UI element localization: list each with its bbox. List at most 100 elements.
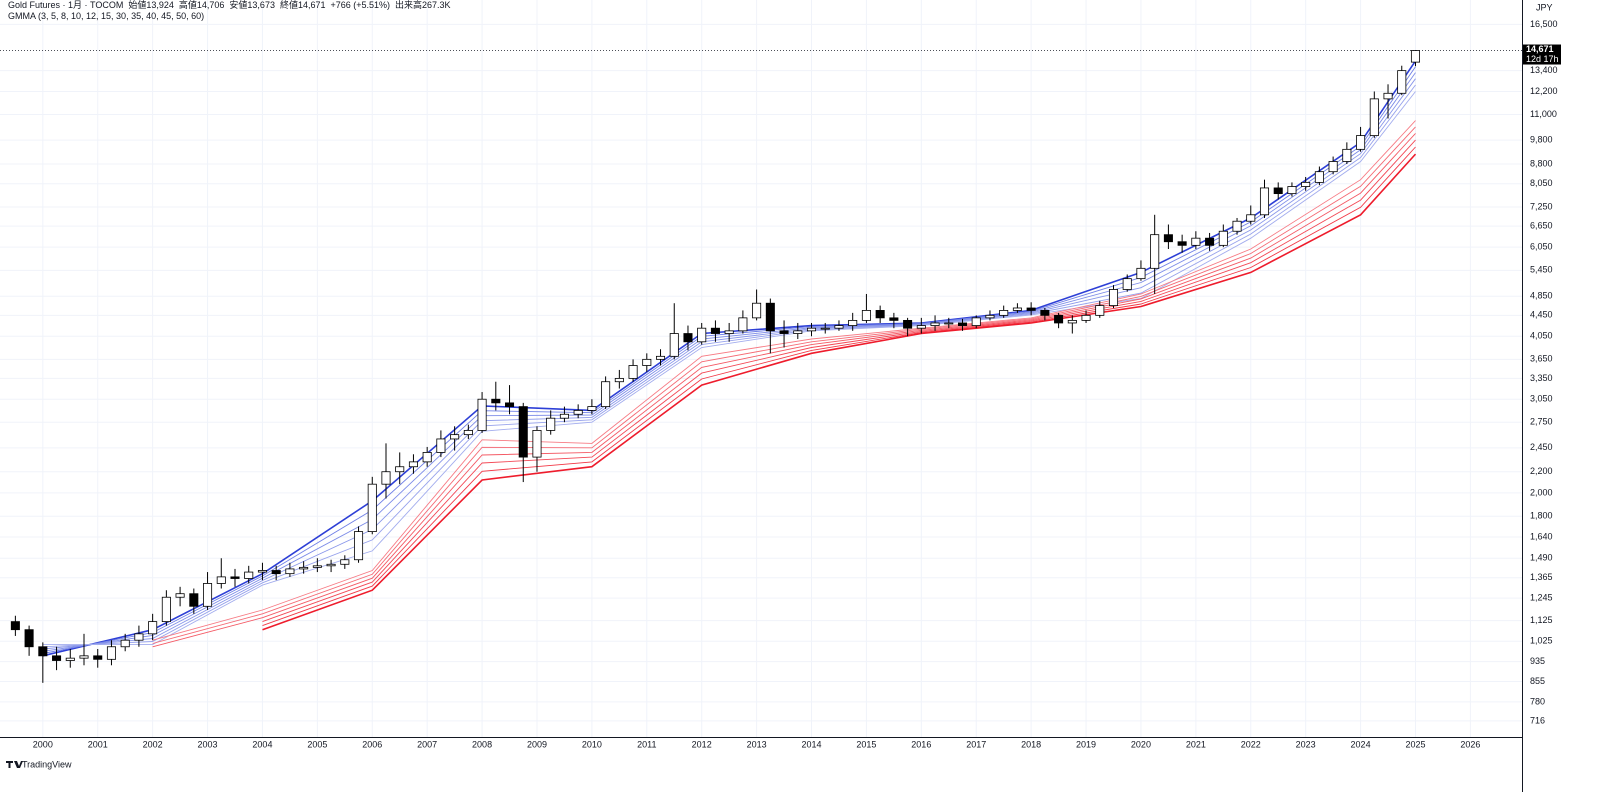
candle-body xyxy=(312,565,322,568)
candle-body xyxy=(230,576,240,579)
candle-body xyxy=(930,322,940,326)
candle-body xyxy=(971,317,981,326)
candle-body xyxy=(1177,241,1187,246)
candle-body xyxy=(889,317,899,321)
candle-body xyxy=(1205,237,1215,246)
legend-item: Gold Futures · 1月 · TOCOM xyxy=(8,0,124,10)
candle-body xyxy=(1410,50,1420,63)
candle-body xyxy=(752,302,762,319)
y-tick-label: 1,640 xyxy=(1530,531,1553,541)
x-tick-label: 2009 xyxy=(527,739,547,749)
y-tick-label: 3,050 xyxy=(1530,394,1553,404)
candle-body xyxy=(134,633,144,641)
candle-body xyxy=(52,655,62,661)
legend-item: 安値13,673 xyxy=(229,0,275,10)
candle-body xyxy=(834,325,844,329)
x-tick-label: 2003 xyxy=(198,739,218,749)
candle-body xyxy=(79,655,89,659)
candle-body xyxy=(697,327,707,343)
candle-body xyxy=(724,330,734,334)
x-tick-label: 2023 xyxy=(1296,739,1316,749)
gmma-line xyxy=(42,60,1417,657)
indicator-line: GMMA (3, 5, 8, 10, 12, 15, 30, 35, 40, 4… xyxy=(8,11,456,22)
gmma-line xyxy=(152,133,1416,648)
gmma-line xyxy=(42,91,1416,646)
y-tick-label: 935 xyxy=(1530,656,1545,666)
x-tick-label: 2005 xyxy=(307,739,327,749)
y-tick-label: 2,200 xyxy=(1530,466,1553,476)
candle-body xyxy=(944,322,954,325)
candle-body xyxy=(1108,289,1119,306)
candle-body xyxy=(299,566,309,570)
y-tick-label: 2,450 xyxy=(1530,442,1553,452)
gmma-line xyxy=(42,84,1416,648)
candle-body xyxy=(326,563,336,567)
candle-body xyxy=(395,466,405,473)
candle-body xyxy=(340,559,350,565)
y-tick-label: 716 xyxy=(1530,715,1545,725)
legend-item: 始値13,924 xyxy=(128,0,174,10)
y-tick-label: 6,050 xyxy=(1530,242,1553,252)
candle-body xyxy=(491,398,501,404)
candle-body xyxy=(1356,135,1366,150)
candle-body xyxy=(861,310,871,321)
y-tick-label: 16,500 xyxy=(1530,19,1558,29)
candle-body xyxy=(285,568,295,575)
candle-body xyxy=(532,430,542,458)
candle-body xyxy=(1040,310,1050,316)
y-tick-label: 9,800 xyxy=(1530,134,1553,144)
y-tick-label: 8,800 xyxy=(1530,158,1553,168)
y-tick-label: 3,350 xyxy=(1530,373,1553,383)
y-tick-label: 5,450 xyxy=(1530,265,1553,275)
gmma-line xyxy=(42,78,1416,650)
candle-body xyxy=(1328,161,1338,173)
gmma-line xyxy=(152,126,1416,644)
indicator: GMMA (3, 5, 8, 10, 12, 15, 30, 35, 40, 4… xyxy=(8,11,205,21)
candle-body xyxy=(1301,181,1311,187)
y-tick-label: 1,025 xyxy=(1530,636,1553,646)
candle-body xyxy=(354,531,364,561)
x-tick-label: 2025 xyxy=(1405,739,1425,749)
y-tick-label: 1,245 xyxy=(1530,592,1553,602)
candle-body xyxy=(559,413,569,419)
candle-body xyxy=(1012,307,1022,311)
y-tick-label: 2,000 xyxy=(1530,487,1553,497)
candle-body xyxy=(738,317,748,332)
gmma-line xyxy=(42,72,1416,652)
candle-body xyxy=(957,322,968,326)
candle-body xyxy=(1273,187,1283,195)
y-tick-label: 855 xyxy=(1530,676,1545,686)
candle-body xyxy=(10,621,20,631)
x-tick-label: 2018 xyxy=(1021,739,1041,749)
candle-body xyxy=(1081,314,1091,321)
candle-body xyxy=(505,402,515,408)
candle-body xyxy=(820,327,830,330)
y-tick-label: 6,650 xyxy=(1530,221,1553,231)
x-tick-label: 2006 xyxy=(362,739,382,749)
legend-item: 出来高267.3K xyxy=(395,0,451,10)
candle-body xyxy=(806,327,817,332)
y-tick-label: 4,850 xyxy=(1530,291,1553,301)
x-tick-label: 2000 xyxy=(33,739,53,749)
x-tick-label: 2015 xyxy=(856,739,876,749)
candle-body xyxy=(1095,305,1105,316)
y-tick-label: 8,050 xyxy=(1530,178,1553,188)
candle-body xyxy=(257,570,267,573)
y-tick-label: 1,125 xyxy=(1530,615,1553,625)
candle-body xyxy=(587,406,597,411)
y-tick-label: 12,200 xyxy=(1530,86,1558,96)
candle-body xyxy=(1150,234,1160,269)
y-tick-label: 4,050 xyxy=(1530,331,1553,341)
legend-item: 高値14,706 xyxy=(178,0,225,10)
candle-body xyxy=(1342,148,1352,162)
candle-body xyxy=(848,319,858,326)
candle-body xyxy=(518,406,528,458)
x-tick-label: 2016 xyxy=(911,739,931,749)
x-tick-label: 2014 xyxy=(801,739,821,749)
candle-body xyxy=(148,621,158,635)
candle-body xyxy=(93,655,103,660)
y-tick-label: 4,450 xyxy=(1530,310,1553,320)
candle-body xyxy=(271,570,281,575)
y-tick-label: 3,650 xyxy=(1530,354,1553,364)
